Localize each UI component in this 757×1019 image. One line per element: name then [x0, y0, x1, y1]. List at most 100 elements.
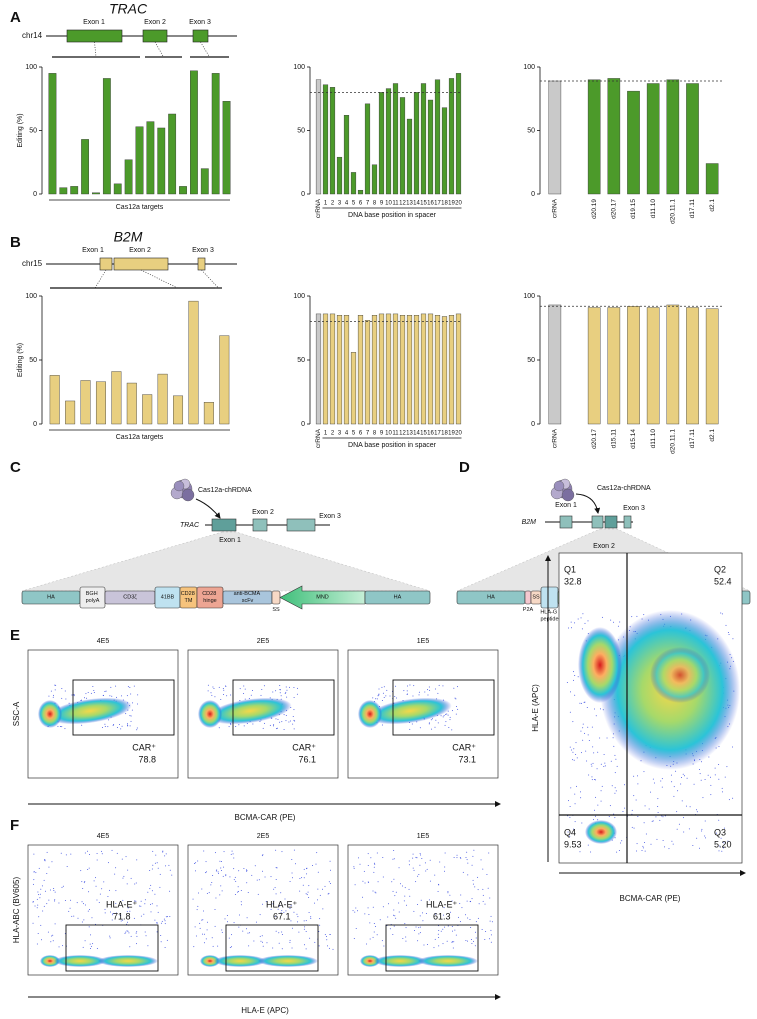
x-tick-label: 14: [413, 201, 420, 207]
event-dot: [33, 871, 35, 873]
event-dot: [54, 891, 56, 893]
event-dot: [47, 931, 49, 933]
event-dot: [718, 763, 720, 765]
event-dot: [285, 910, 287, 912]
event-dot: [382, 906, 384, 908]
event-dot: [438, 937, 440, 939]
bar: [455, 73, 462, 195]
event-dot: [273, 900, 275, 902]
event-dot: [221, 931, 223, 933]
event-dot: [583, 701, 585, 703]
event-dot: [445, 713, 447, 715]
event-dot: [637, 783, 639, 785]
gate-value: 61.3: [433, 911, 451, 921]
event-dot: [150, 884, 152, 886]
event-dot: [449, 719, 451, 721]
event-dot: [683, 817, 685, 819]
event-dot: [248, 945, 250, 947]
event-dot: [381, 699, 383, 701]
event-dot: [577, 618, 579, 620]
event-dot: [593, 752, 595, 754]
event-dot: [381, 686, 383, 688]
event-dot: [272, 691, 274, 693]
event-dot: [136, 935, 138, 937]
event-dot: [291, 858, 293, 860]
event-dot: [50, 690, 52, 692]
event-dot: [147, 891, 149, 893]
event-dot: [291, 947, 293, 949]
event-dot: [572, 759, 574, 761]
bar: [378, 92, 385, 195]
event-dot: [95, 885, 97, 887]
event-dot: [603, 754, 605, 756]
event-dot: [229, 947, 231, 949]
event-dot: [577, 676, 579, 678]
bar: [111, 371, 122, 425]
event-dot: [259, 935, 261, 937]
event-dot: [81, 921, 83, 923]
bar: [102, 78, 111, 195]
event-dot: [289, 908, 291, 910]
event-dot: [652, 820, 654, 822]
event-dot: [104, 908, 106, 910]
event-dot: [303, 877, 305, 879]
event-dot: [389, 695, 391, 697]
event-dot: [48, 899, 50, 901]
event-dot: [466, 851, 468, 853]
event-dot: [144, 903, 146, 905]
event-dot: [354, 884, 356, 886]
event-dot: [230, 853, 232, 855]
event-dot: [125, 931, 127, 933]
event-dot: [489, 920, 491, 922]
event-dot: [89, 948, 91, 950]
event-dot: [701, 830, 703, 832]
event-dot: [238, 914, 240, 916]
event-dot: [650, 791, 652, 793]
event-dot: [90, 945, 92, 947]
event-dot: [126, 695, 128, 697]
event-dot: [631, 809, 633, 811]
event-dot: [399, 883, 401, 885]
event-dot: [330, 869, 332, 871]
event-dot: [570, 749, 572, 751]
event-dot: [125, 856, 127, 858]
event-dot: [127, 869, 129, 871]
event-dot: [354, 911, 356, 913]
event-dot: [225, 685, 227, 687]
event-dot: [150, 903, 152, 905]
enzyme-label: Cas12a-chRDNA: [597, 485, 651, 492]
event-dot: [259, 914, 261, 916]
event-dot: [428, 686, 430, 688]
event-dot: [39, 897, 41, 899]
event-dot: [373, 922, 375, 924]
event-dot: [262, 727, 264, 729]
event-dot: [650, 843, 652, 845]
bar: [329, 313, 336, 425]
event-dot: [272, 947, 274, 949]
x-tick-label: 4: [345, 201, 349, 207]
event-dot: [715, 832, 717, 834]
exon-label: Exon 1: [82, 247, 104, 254]
event-dot: [403, 690, 405, 692]
event-dot: [264, 876, 266, 878]
event-dot: [382, 856, 384, 858]
event-dot: [374, 863, 376, 865]
event-dot: [163, 918, 165, 920]
event-dot: [457, 708, 459, 710]
event-dot: [419, 853, 421, 855]
bar: [627, 306, 640, 425]
event-dot: [453, 856, 455, 858]
event-dot: [275, 878, 277, 880]
event-dot: [591, 779, 593, 781]
x-tick-label: d11.10: [650, 199, 657, 219]
x-tick-label: d2.1: [709, 199, 716, 212]
event-dot: [600, 790, 602, 792]
event-dot: [109, 935, 111, 937]
event-dot: [111, 849, 113, 851]
event-dot: [652, 778, 654, 780]
event-dot: [433, 947, 435, 949]
event-dot: [378, 694, 380, 696]
event-dot: [662, 839, 664, 841]
event-dot: [642, 847, 644, 849]
event-dot: [195, 862, 197, 864]
